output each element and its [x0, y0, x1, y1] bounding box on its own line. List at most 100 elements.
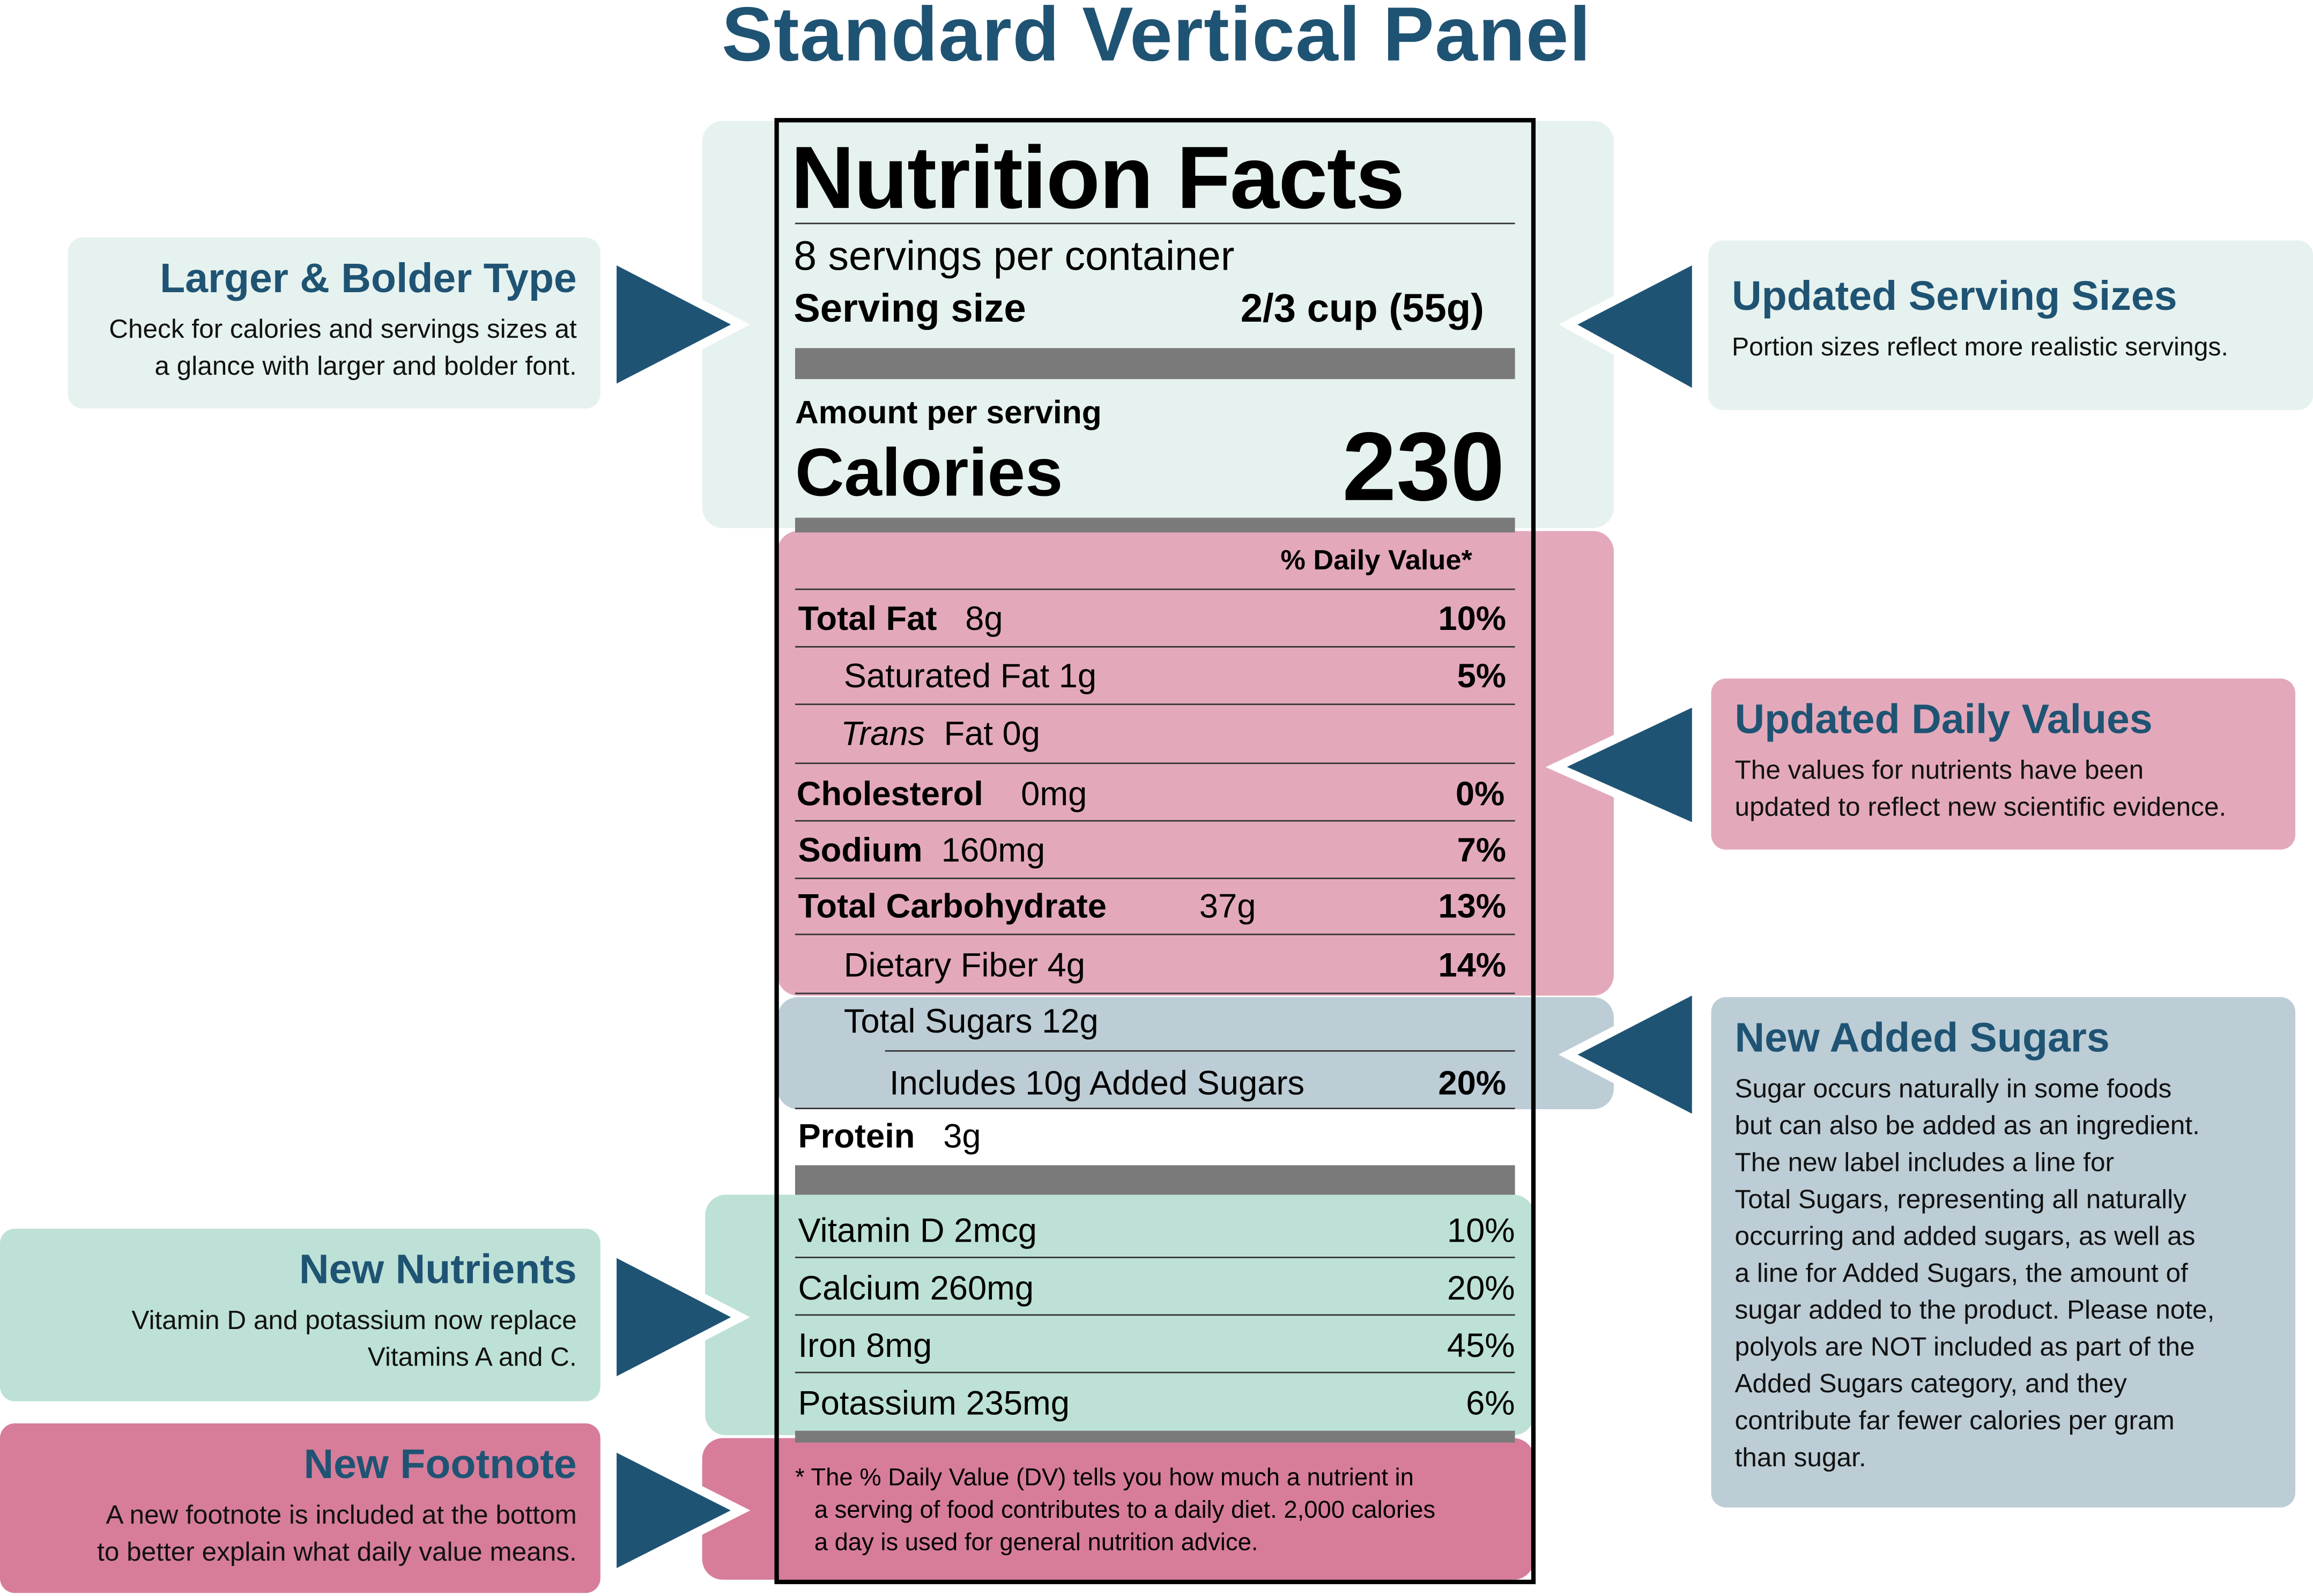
- nutrient-name: Total Fat: [798, 599, 937, 637]
- callout-text-line: than sugar.: [1734, 1442, 1866, 1472]
- divider: [795, 1108, 1515, 1109]
- serving-size-label: Serving size: [794, 286, 1026, 331]
- callout-text: Vitamins A and C.: [367, 1342, 577, 1372]
- nutrient-dv: 7%: [1457, 830, 1507, 869]
- divider: [795, 1314, 1515, 1316]
- callout-title: New Nutrients: [299, 1246, 577, 1293]
- footnote-line: a day is used for general nutrition advi…: [814, 1530, 1258, 1556]
- divider: [795, 588, 1515, 590]
- callout-new-footnote: New Footnote A new footnote is included …: [0, 1423, 601, 1593]
- callout-text: A new footnote is included at the bottom: [106, 1500, 577, 1530]
- highlight-sugars: [777, 997, 1614, 1109]
- nutrient-row-saturated-fat: Saturated Fat 1g 5%: [798, 656, 1506, 696]
- arrow-left-icon: [1558, 981, 1701, 1129]
- vitamin-dv: 20%: [1447, 1268, 1515, 1307]
- nutrient-name-italic: Trans: [841, 714, 925, 753]
- arrow-right-icon: [607, 1243, 751, 1391]
- nutrient-dv: 13%: [1438, 886, 1507, 925]
- arrow-right-icon: [607, 250, 751, 398]
- nutrient-name: Includes 10g Added Sugars: [889, 1063, 1305, 1102]
- callout-text: updated to reflect new scientific eviden…: [1734, 792, 2227, 822]
- callout-text: Sugar occurs naturally in some foods but …: [1735, 1071, 2272, 1476]
- callout-text: a glance with larger and bolder font.: [154, 351, 577, 381]
- nutrient-row-cholesterol: Cholesterol 0mg 0%: [797, 774, 1505, 814]
- calories-label: Calories: [795, 433, 1063, 510]
- callout-text-line: contribute far fewer calories per gram: [1734, 1405, 2175, 1436]
- footnote-line: * The % Daily Value (DV) tells you how m…: [795, 1465, 1414, 1491]
- callout-text-line: a line for Added Sugars, the amount of: [1734, 1258, 2188, 1288]
- nutrient-amount: 37g: [1199, 886, 1256, 925]
- callout-new-added-sugars: New Added Sugars Sugar occurs naturally …: [1711, 997, 2296, 1508]
- highlight-footnote: [702, 1438, 1534, 1580]
- callout-text-line: but can also be added as an ingredient.: [1734, 1110, 2200, 1140]
- divider: [795, 1257, 1515, 1258]
- callout-updated-daily-values: Updated Daily Values The values for nutr…: [1711, 678, 2296, 850]
- divider: [795, 820, 1515, 822]
- callout-text-line: Total Sugars, representing all naturally: [1734, 1184, 2186, 1214]
- divider: [795, 703, 1515, 706]
- vitamin-row: Iron 8mg 45%: [798, 1326, 1515, 1365]
- callout-text-line: Sugar occurs naturally in some foods: [1734, 1073, 2172, 1103]
- daily-value-header: % Daily Value*: [1280, 545, 1472, 577]
- nutrient-row-total-fat: Total Fat 8g 10%: [798, 599, 1506, 639]
- thick-bar: [795, 348, 1515, 380]
- divider: [795, 878, 1515, 879]
- thick-bar: [795, 1165, 1515, 1195]
- servings-per-container: 8 servings per container: [794, 233, 1235, 279]
- nutrient-row-protein: Protein 3g: [798, 1117, 1506, 1156]
- nutrient-dv: 10%: [1438, 599, 1507, 637]
- nutrient-amount: 160mg: [941, 830, 1046, 869]
- arrow-left-icon: [1545, 693, 1701, 836]
- nutrient-dv: 14%: [1438, 945, 1507, 984]
- nutrient-name: Cholesterol: [796, 774, 983, 813]
- nutrient-dv: 20%: [1438, 1063, 1507, 1102]
- nutrient-name: Total Sugars 12g: [843, 1001, 1099, 1040]
- nutrient-name: Dietary Fiber 4g: [843, 945, 1085, 984]
- nutrition-label: [774, 118, 1536, 1584]
- nutrient-amount: 0mg: [1021, 774, 1087, 813]
- diagram-title: Standard Vertical Panel: [722, 0, 1592, 78]
- nutrient-name: Saturated Fat 1g: [843, 656, 1097, 695]
- vitamin-name: Calcium 260mg: [798, 1268, 1034, 1307]
- nutrient-name: Protein: [798, 1116, 915, 1155]
- callout-text-line: Added Sugars category, and they: [1734, 1369, 2127, 1399]
- medium-bar: [795, 517, 1515, 533]
- nutrient-row-dietary-fiber: Dietary Fiber 4g 14%: [798, 946, 1506, 985]
- nutrient-row-added-sugars: Includes 10g Added Sugars 20%: [798, 1064, 1506, 1103]
- divider: [795, 222, 1515, 225]
- nutrient-dv: 0%: [1455, 774, 1505, 813]
- nutrient-row-sodium: Sodium 160mg 7%: [798, 830, 1506, 870]
- callout-title: Updated Serving Sizes: [1732, 272, 2177, 319]
- footnote: * The % Daily Value (DV) tells you how m…: [795, 1462, 1525, 1560]
- nutrient-amount: 3g: [943, 1116, 981, 1155]
- vitamin-row: Vitamin D 2mcg 10%: [798, 1211, 1515, 1251]
- vitamin-dv: 45%: [1447, 1326, 1515, 1364]
- footnote-line: a serving of food contributes to a daily…: [814, 1497, 1436, 1524]
- nutrient-amount: 8g: [965, 599, 1003, 637]
- nutrient-name: Total Carbohydrate: [798, 886, 1107, 925]
- vitamin-dv: 10%: [1447, 1211, 1515, 1250]
- callout-title: Updated Daily Values: [1734, 696, 2153, 742]
- vitamin-row: Calcium 260mg 20%: [798, 1268, 1515, 1308]
- callout-text: Portion sizes reflect more realistic ser…: [1732, 332, 2228, 362]
- divider: [795, 762, 1515, 764]
- callout-new-nutrients: New Nutrients Vitamin D and potassium no…: [0, 1228, 601, 1401]
- callout-text: Check for calories and servings sizes at: [109, 314, 577, 344]
- divider: [795, 646, 1515, 648]
- callout-text-line: polyols are NOT included as part of the: [1734, 1332, 2195, 1362]
- arrow-right-icon: [607, 1438, 751, 1583]
- highlight-serving-calories: [702, 121, 1614, 528]
- medium-bar: [795, 1430, 1515, 1443]
- callout-text-line: The new label includes a line for: [1734, 1147, 2115, 1177]
- nutrient-name: Fat 0g: [944, 714, 1040, 753]
- callout-text: The values for nutrients have been: [1734, 755, 2144, 785]
- callout-larger-bolder-type: Larger & Bolder Type Check for calories …: [68, 237, 601, 409]
- amount-per-serving: Amount per serving: [795, 394, 1102, 431]
- callout-title: New Added Sugars: [1734, 1014, 2110, 1061]
- divider: [795, 1371, 1515, 1374]
- vitamin-name: Vitamin D 2mcg: [798, 1211, 1037, 1250]
- calories-value: 230: [1342, 411, 1505, 521]
- callout-updated-serving-sizes: Updated Serving Sizes Portion sizes refl…: [1708, 240, 2313, 410]
- callout-text-line: sugar added to the product. Please note,: [1734, 1295, 2215, 1325]
